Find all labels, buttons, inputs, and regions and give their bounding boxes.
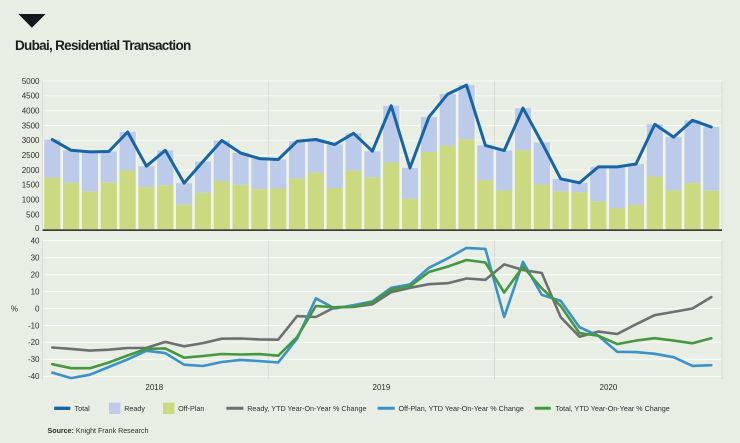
svg-text:Off-Plan: Off-Plan	[178, 404, 204, 413]
svg-text:4500: 4500	[22, 92, 40, 101]
svg-text:2018: 2018	[145, 383, 163, 392]
svg-text:Dubai, Residential Transaction: Dubai, Residential Transaction	[15, 38, 191, 53]
svg-text:-20: -20	[28, 338, 40, 347]
svg-text:Total: Total	[75, 404, 91, 413]
svg-text:Ready, YTD Year-On-Year % Chan: Ready, YTD Year-On-Year % Change	[247, 404, 366, 413]
svg-text:5000: 5000	[22, 77, 40, 86]
svg-text:3000: 3000	[22, 136, 40, 145]
svg-text:2020: 2020	[600, 383, 618, 392]
svg-text:0: 0	[35, 304, 40, 313]
svg-text:-10: -10	[28, 321, 40, 330]
svg-text:-30: -30	[28, 355, 40, 364]
svg-text:2000: 2000	[22, 166, 40, 175]
svg-text:10: 10	[31, 287, 40, 296]
svg-text:4000: 4000	[22, 107, 40, 116]
svg-text:Off-Plan, YTD Year-On-Year % C: Off-Plan, YTD Year-On-Year % Change	[399, 404, 524, 413]
svg-text:0: 0	[35, 224, 40, 233]
svg-text:2019: 2019	[373, 383, 391, 392]
svg-text:20: 20	[31, 270, 40, 279]
svg-text:3500: 3500	[22, 121, 40, 130]
svg-text:500: 500	[26, 210, 40, 219]
svg-text:%: %	[11, 304, 18, 313]
svg-text:1500: 1500	[22, 181, 40, 190]
svg-text:30: 30	[31, 253, 40, 262]
svg-text:Total, YTD Year-On-Year % Chan: Total, YTD Year-On-Year % Change	[556, 404, 670, 413]
svg-text:40: 40	[31, 236, 40, 245]
svg-text:1000: 1000	[22, 195, 40, 204]
svg-text:Source: Knight Frank Research: Source: Knight Frank Research	[48, 427, 149, 435]
svg-text:2500: 2500	[22, 151, 40, 160]
svg-text:Ready: Ready	[124, 404, 145, 413]
svg-text:-40: -40	[28, 372, 40, 381]
